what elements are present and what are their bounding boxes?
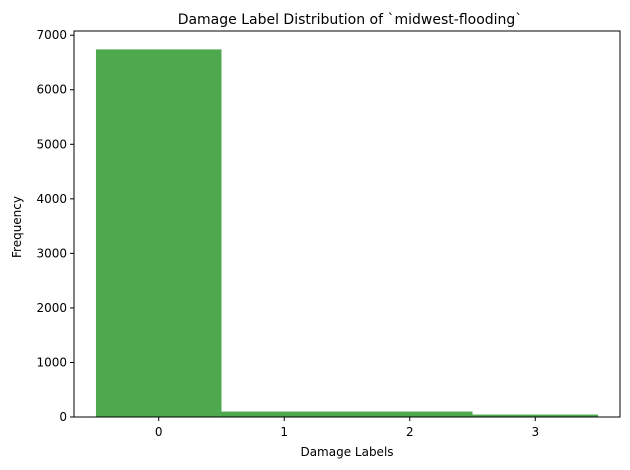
plot-frame [73,30,621,418]
x-axis-ticks: 0 1 2 3 [155,417,539,439]
x-tick-label: 3 [531,425,539,439]
y-tick-label: 4000 [36,192,67,206]
x-tick-label: 1 [280,425,288,439]
y-axis-ticks: 0 1000 2000 3000 4000 5000 6000 7000 [36,28,74,424]
x-tick-label: 2 [406,425,414,439]
y-tick-label: 6000 [36,83,67,97]
x-axis-label: Damage Labels [300,445,393,459]
y-tick-label: 7000 [36,28,67,42]
y-tick-label: 1000 [36,355,67,369]
bars-group [95,49,599,417]
bar-0 [95,49,222,417]
y-axis-label: Frequency [10,196,24,258]
y-tick-label: 2000 [36,301,67,315]
x-tick-label: 0 [155,425,163,439]
bar-1 [221,411,473,417]
bar-2 [472,414,599,417]
y-tick-label: 5000 [36,137,67,151]
chart-title: Damage Label Distribution of `midwest-fl… [178,12,523,28]
y-tick-label: 0 [59,410,67,424]
y-tick-label: 3000 [36,246,67,260]
